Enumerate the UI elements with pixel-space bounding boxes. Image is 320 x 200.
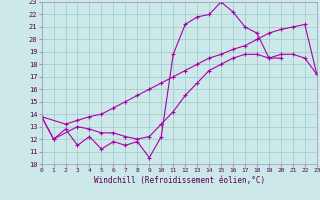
X-axis label: Windchill (Refroidissement éolien,°C): Windchill (Refroidissement éolien,°C) <box>94 176 265 185</box>
